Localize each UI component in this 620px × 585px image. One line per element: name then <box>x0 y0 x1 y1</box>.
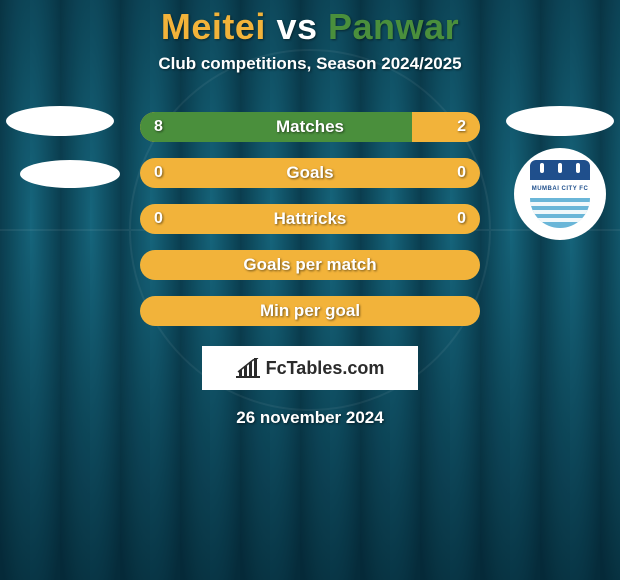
stat-bar-label: Hattricks <box>274 209 347 229</box>
stat-value-left: 0 <box>154 210 163 228</box>
stat-bar: Goals 0 0 <box>140 158 480 188</box>
stat-bar-label: Goals per match <box>243 255 376 275</box>
stat-bar: Min per goal <box>140 296 480 326</box>
stat-value-right: 2 <box>457 118 466 136</box>
player1-name: Meitei <box>161 6 266 47</box>
stat-bar-label: Goals <box>286 163 333 183</box>
stat-bar-fill-right <box>412 112 480 142</box>
club-badge-bottom <box>530 198 590 228</box>
left-badge-placeholder-2 <box>20 160 120 188</box>
stat-value-right: 0 <box>457 210 466 228</box>
stat-bar-label: Matches <box>276 117 344 137</box>
right-badge-placeholder-1 <box>506 106 614 136</box>
left-badge-placeholder-1 <box>6 106 114 136</box>
club-badge-mumbai-city: MUMBAI CITY FC <box>514 148 606 240</box>
club-badge-text: MUMBAI CITY FC <box>530 180 590 198</box>
stat-bar-label: Min per goal <box>260 301 360 321</box>
brand-chart-icon <box>236 358 260 378</box>
brand-text: FcTables.com <box>266 358 385 379</box>
content-root: Meitei vs Panwar Club competitions, Seas… <box>0 0 620 428</box>
stat-value-left: 8 <box>154 118 163 136</box>
date-label: 26 november 2024 <box>236 408 383 428</box>
stat-bar: Goals per match <box>140 250 480 280</box>
player2-name: Panwar <box>328 6 459 47</box>
stat-value-left: 0 <box>154 164 163 182</box>
brand-box: FcTables.com <box>202 346 418 390</box>
stat-bars: Matches 8 2 Goals 0 0 Hattricks 0 0 Goals per mat… <box>140 112 480 326</box>
club-badge-top <box>530 160 590 180</box>
page-title: Meitei vs Panwar <box>161 6 459 48</box>
club-badge-inner: MUMBAI CITY FC <box>530 160 590 228</box>
vs-separator: vs <box>276 6 317 47</box>
stats-area: MUMBAI CITY FC Matches82Goals00Hattricks… <box>0 112 620 326</box>
stat-value-right: 0 <box>457 164 466 182</box>
stat-bar: Hattricks 0 0 <box>140 204 480 234</box>
stat-bar: Matches 8 2 <box>140 112 480 142</box>
subtitle: Club competitions, Season 2024/2025 <box>158 54 461 74</box>
